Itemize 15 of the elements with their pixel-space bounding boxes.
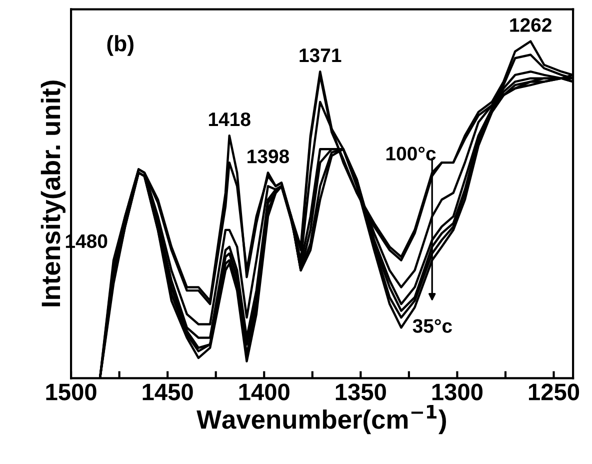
annotation: 35°c [412, 319, 452, 333]
annotation: 100°c [386, 146, 436, 160]
x-tick-label: 1400 [239, 384, 290, 400]
x-tick-label: 1350 [336, 384, 386, 400]
x-tick-label: 1500 [46, 384, 96, 400]
x-tick-label: 1250 [528, 384, 580, 400]
x-tick-label: 1300 [432, 384, 483, 400]
annotation: 1262 [510, 18, 552, 32]
y-axis-title: Intensity(abr. unit) [40, 80, 66, 306]
annotation: 1418 [208, 112, 250, 126]
x-tick-label: 1450 [142, 384, 193, 400]
annotation: 1371 [300, 48, 342, 62]
annotation: 1398 [248, 149, 290, 164]
annotation: (b) [107, 35, 134, 56]
x-axis-title: Wavenumber(cm$^{−1}$) [196, 405, 446, 434]
